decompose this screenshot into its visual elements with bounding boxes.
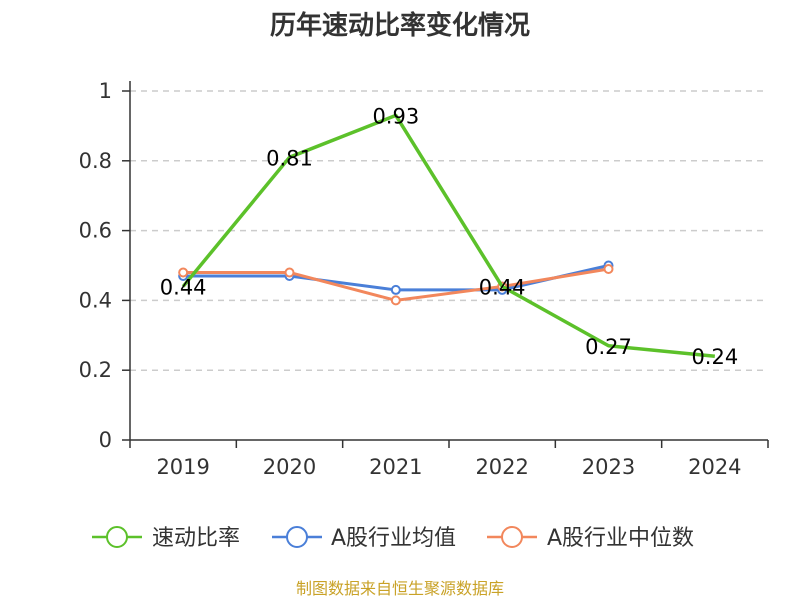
legend-label: 速动比率 xyxy=(152,526,240,551)
chart-title: 历年速动比率变化情况 xyxy=(270,10,530,41)
legend-label: A股行业中位数 xyxy=(547,526,694,551)
data-label: 0.93 xyxy=(372,104,419,128)
legend-item[interactable]: A股行业均值 xyxy=(272,526,456,551)
x-tick-label: 2021 xyxy=(369,455,422,479)
series-group xyxy=(178,113,716,358)
series-line xyxy=(181,113,716,358)
grid-lines xyxy=(130,90,768,371)
x-tick-label: 2024 xyxy=(688,455,741,479)
series-point xyxy=(603,263,614,274)
x-tick-label: 2023 xyxy=(582,455,635,479)
series-point xyxy=(178,267,189,278)
data-labels: 0.44 0.81 0.93 0.44 0.27 0.24 xyxy=(160,104,738,369)
data-label: 0.81 xyxy=(266,146,313,170)
source-note: 制图数据来自恒生聚源数据库 xyxy=(296,579,504,598)
series-point xyxy=(284,267,295,278)
data-label: 0.24 xyxy=(691,345,738,369)
legend: 速动比率 A股行业均值 A股行业中位数 xyxy=(92,526,694,551)
data-label: 0.27 xyxy=(585,335,632,359)
y-tick-label: 0.6 xyxy=(79,219,112,243)
y-tick-label: 0.8 xyxy=(79,149,112,173)
x-tick-label: 2020 xyxy=(263,455,316,479)
series-point xyxy=(390,295,401,306)
legend-marker xyxy=(501,526,523,548)
y-tick-label: 0 xyxy=(99,428,112,452)
x-tick-label: 2022 xyxy=(475,455,528,479)
data-label: 0.44 xyxy=(160,275,207,299)
legend-marker xyxy=(106,526,128,548)
y-tick-label: 0.2 xyxy=(79,358,112,382)
data-label: 0.44 xyxy=(479,275,526,299)
legend-item[interactable]: 速动比率 xyxy=(92,526,240,551)
y-tick-label: 1 xyxy=(99,79,112,103)
legend-item[interactable]: A股行业中位数 xyxy=(487,526,694,551)
x-tick-label: 2019 xyxy=(156,455,209,479)
legend-label: A股行业均值 xyxy=(331,526,456,551)
series-point xyxy=(390,284,401,295)
legend-marker xyxy=(286,526,308,548)
y-tick-label: 0.4 xyxy=(79,288,112,312)
